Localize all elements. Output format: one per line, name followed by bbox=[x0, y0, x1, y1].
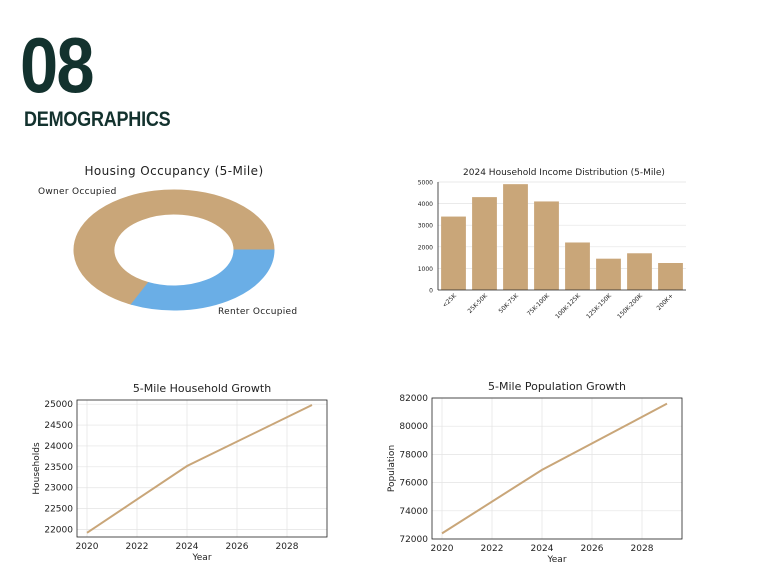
x-tick-label: 200K+ bbox=[656, 292, 675, 311]
x-tick-label: <25K bbox=[441, 292, 458, 309]
bar-50K-75K bbox=[503, 184, 528, 290]
bar-200K+ bbox=[658, 263, 683, 290]
bar-150K-200K bbox=[627, 253, 652, 290]
slice-label-renter: Renter Occupied bbox=[218, 307, 297, 317]
household-growth-chart: 5-Mile Household Growth 2020 2022 2024 2026 2… bbox=[32, 382, 328, 563]
y-tick-label: 3000 bbox=[418, 223, 433, 230]
y-tick-label: 82000 bbox=[399, 394, 428, 404]
bar-100K-125K bbox=[565, 242, 590, 290]
x-tick-label: 75K-100K bbox=[526, 292, 552, 318]
x-tick-label: 2028 bbox=[276, 542, 299, 552]
x-tick-label: 2020 bbox=[431, 544, 454, 554]
x-tick-label: 2024 bbox=[531, 544, 554, 554]
series-line bbox=[441, 402, 668, 535]
series-line bbox=[86, 404, 313, 534]
x-tick-label: 50K-75K bbox=[498, 292, 521, 315]
y-tick-label: 72000 bbox=[399, 535, 428, 545]
x-tick-label: 2022 bbox=[481, 544, 504, 554]
donut-slice-renter bbox=[130, 249, 275, 311]
x-tick-label: 150K-200K bbox=[616, 292, 645, 321]
y-tick-label: 5000 bbox=[418, 180, 433, 187]
bar-25K-50K bbox=[472, 197, 497, 290]
y-tick-label: 24000 bbox=[44, 442, 73, 452]
y-tick-label: 22000 bbox=[44, 525, 73, 535]
y-tick-label: 24500 bbox=[44, 421, 73, 431]
y-tick-label: 1000 bbox=[418, 266, 433, 273]
x-tick-label: 2022 bbox=[126, 542, 149, 552]
population-growth-chart: 5-Mile Population Growth 2020 2022 2024 2026… bbox=[387, 380, 683, 565]
y-axis-label: Households bbox=[32, 442, 42, 495]
y-tick-label: 22500 bbox=[44, 505, 73, 515]
bar-<25K bbox=[441, 216, 466, 290]
y-tick-label: 23000 bbox=[44, 484, 73, 494]
y-tick-label: 76000 bbox=[399, 479, 428, 489]
x-tick-label: 2026 bbox=[581, 544, 604, 554]
housing-occupancy-chart: Housing Occupancy (5-Mile) Owner Occupied… bbox=[38, 164, 297, 317]
y-tick-label: 80000 bbox=[399, 422, 428, 432]
x-tick-label: 2026 bbox=[226, 542, 249, 552]
y-tick-label: 4000 bbox=[418, 201, 433, 208]
bar-75K-100K bbox=[534, 201, 559, 290]
slice-label-owner: Owner Occupied bbox=[38, 187, 117, 197]
plot-frame bbox=[431, 397, 683, 540]
x-tick-label: 2020 bbox=[76, 542, 99, 552]
chart-title: 2024 Household Income Distribution (5-Mi… bbox=[463, 168, 665, 178]
chart-title: 5-Mile Population Growth bbox=[488, 380, 626, 393]
y-tick-label: 78000 bbox=[399, 450, 428, 460]
x-tick-label: 2024 bbox=[176, 542, 199, 552]
plot-frame bbox=[76, 399, 328, 538]
x-tick-label: 100K-125K bbox=[554, 292, 583, 321]
x-tick-label: 25K-50K bbox=[467, 292, 490, 315]
y-tick-label: 74000 bbox=[399, 507, 428, 517]
bar-125K-150K bbox=[596, 258, 621, 290]
x-axis-label: Year bbox=[191, 553, 211, 563]
x-axis-label: Year bbox=[546, 555, 566, 565]
chart-title: 5-Mile Household Growth bbox=[133, 382, 271, 395]
x-tick-label: 2028 bbox=[631, 544, 654, 554]
chart-title: Housing Occupancy (5-Mile) bbox=[84, 164, 263, 178]
income-distribution-chart: 2024 Household Income Distribution (5-Mi… bbox=[418, 168, 686, 321]
y-tick-label: 2000 bbox=[418, 244, 433, 251]
section-title: DEMOGRAPHICS bbox=[24, 108, 171, 131]
y-tick-label: 23500 bbox=[44, 463, 73, 473]
y-tick-label: 25000 bbox=[44, 400, 73, 410]
y-axis-label: Population bbox=[387, 445, 397, 492]
section-number: 08 bbox=[20, 21, 95, 109]
donut-slice-owner bbox=[73, 189, 275, 305]
y-tick-label: 0 bbox=[429, 288, 433, 295]
x-tick-label: 125K-150K bbox=[585, 292, 614, 321]
